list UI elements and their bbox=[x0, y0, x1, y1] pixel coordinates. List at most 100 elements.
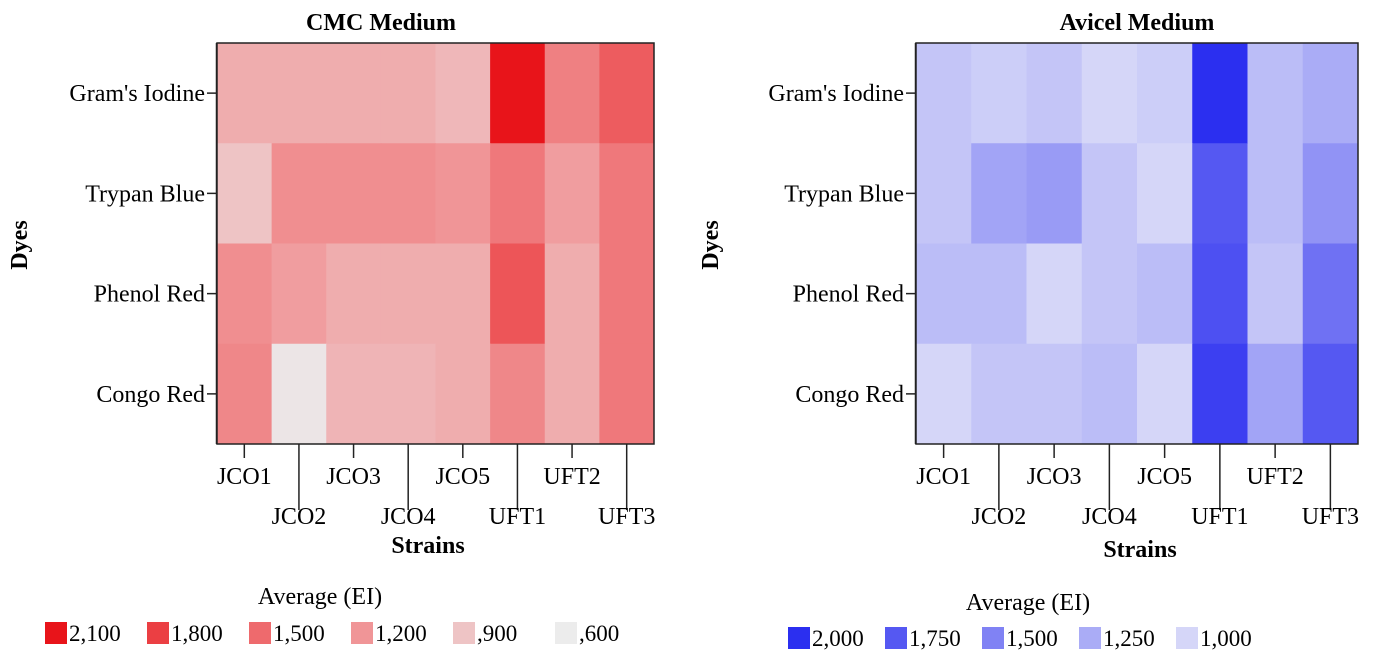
x-tick-label: JCO4 bbox=[1082, 504, 1137, 530]
heatmap-cell bbox=[1247, 343, 1304, 445]
legend-swatch bbox=[453, 622, 475, 644]
legend-swatch bbox=[351, 622, 373, 644]
y-tick-label: Gram's Iodine bbox=[69, 81, 205, 107]
heatmap-cell bbox=[971, 343, 1027, 445]
heatmap-cell bbox=[380, 43, 436, 144]
heatmap-cell bbox=[916, 243, 972, 345]
heatmap-cell bbox=[217, 343, 273, 445]
heatmap-cell bbox=[1247, 43, 1304, 144]
heatmap-cell bbox=[916, 43, 972, 144]
legend-label: 1,000 bbox=[1200, 626, 1252, 651]
legend: 2,100 1,800 1,500 1,200 ,900 ,600 bbox=[45, 621, 619, 646]
x-tick-label: JCO3 bbox=[1027, 464, 1082, 490]
x-tick-label: UFT3 bbox=[598, 504, 655, 530]
y-tick-label: Congo Red bbox=[795, 382, 904, 408]
heatmap-cell bbox=[1137, 143, 1193, 244]
heatmap-cell bbox=[490, 143, 546, 244]
legend-label: 2,100 bbox=[69, 621, 121, 646]
heatmap-cell bbox=[380, 243, 436, 345]
heatmap-cell bbox=[916, 143, 972, 244]
heatmap-cell bbox=[435, 343, 491, 445]
heatmap-cells bbox=[217, 43, 655, 445]
legend-swatch bbox=[1079, 627, 1101, 649]
heatmap-cell bbox=[435, 243, 491, 345]
legend-swatch bbox=[555, 622, 577, 644]
cmc-heatmap-chart: CMC Medium Gram's Iodine Trypan Blue Pheno… bbox=[7, 10, 655, 646]
heatmap-cell bbox=[217, 43, 273, 144]
heatmap-cells bbox=[916, 43, 1359, 445]
heatmap-cell bbox=[326, 43, 382, 144]
legend-swatch bbox=[885, 627, 907, 649]
chart-title: Avicel Medium bbox=[1060, 10, 1215, 36]
heatmap-cell bbox=[1026, 343, 1083, 445]
heatmap-cell bbox=[271, 143, 327, 244]
heatmap-cell bbox=[217, 143, 273, 244]
heatmap-cell bbox=[1302, 343, 1359, 445]
heatmap-cell bbox=[1081, 243, 1138, 345]
heatmap-cell bbox=[271, 343, 327, 445]
legend-swatch bbox=[249, 622, 271, 644]
legend-label: 1,750 bbox=[909, 626, 961, 651]
heatmap-cell bbox=[1302, 243, 1359, 345]
x-tick-label: UFT2 bbox=[1246, 464, 1303, 490]
avicel-heatmap-panel: Avicel Medium Gram's Iodine Trypan Blue Ph… bbox=[690, 0, 1385, 655]
heatmap-cell bbox=[544, 43, 600, 144]
x-axis-label: Strains bbox=[391, 533, 464, 559]
y-tick-label: Trypan Blue bbox=[784, 181, 904, 207]
heatmap-cell bbox=[544, 343, 600, 445]
heatmap-cell bbox=[271, 43, 327, 144]
legend-swatch bbox=[982, 627, 1004, 649]
heatmap-cell bbox=[490, 343, 546, 445]
avicel-heatmap-chart: Avicel Medium Gram's Iodine Trypan Blue Ph… bbox=[698, 10, 1359, 651]
legend-swatch bbox=[1176, 627, 1198, 649]
heatmap-cell bbox=[1192, 243, 1248, 345]
y-tick-label: Congo Red bbox=[96, 382, 205, 408]
heatmap-cell bbox=[1137, 43, 1193, 144]
legend-label: 1,200 bbox=[375, 621, 427, 646]
heatmap-cell bbox=[544, 143, 600, 244]
heatmap-cell bbox=[1026, 243, 1083, 345]
heatmap-cell bbox=[599, 343, 655, 445]
legend-label: 1,800 bbox=[171, 621, 223, 646]
heatmap-cell bbox=[1247, 243, 1304, 345]
heatmap-cell bbox=[326, 343, 382, 445]
heatmap-cell bbox=[490, 243, 546, 345]
x-tick-label: UFT2 bbox=[543, 464, 600, 490]
y-tick-label: Gram's Iodine bbox=[768, 81, 904, 107]
y-tick-label: Trypan Blue bbox=[85, 181, 205, 207]
heatmap-cell bbox=[1026, 143, 1083, 244]
heatmap-cell bbox=[971, 43, 1027, 144]
legend-swatch bbox=[788, 627, 810, 649]
heatmap-cell bbox=[1137, 343, 1193, 445]
heatmap-cell bbox=[1302, 143, 1359, 244]
legend-label: 1,500 bbox=[1006, 626, 1058, 651]
heatmap-cell bbox=[271, 243, 327, 345]
x-axis-label: Strains bbox=[1103, 537, 1176, 563]
legend-title: Average (EI) bbox=[966, 590, 1090, 616]
heatmap-cell bbox=[1192, 143, 1248, 244]
legend-label: ,600 bbox=[579, 621, 619, 646]
x-tick-label: JCO4 bbox=[381, 504, 436, 530]
heatmap-cell bbox=[544, 243, 600, 345]
legend-label: ,900 bbox=[477, 621, 517, 646]
heatmap-cell bbox=[1302, 43, 1359, 144]
x-tick-label: JCO2 bbox=[972, 504, 1027, 530]
heatmap-cell bbox=[599, 43, 655, 144]
heatmap-cell bbox=[599, 143, 655, 244]
x-tick-label: UFT1 bbox=[489, 504, 546, 530]
y-tick-label: Phenol Red bbox=[793, 282, 904, 308]
x-tick-label: JCO3 bbox=[326, 464, 381, 490]
heatmap-cell bbox=[435, 143, 491, 244]
legend: 2,000 1,750 1,500 1,250 1,000 bbox=[788, 626, 1252, 651]
x-tick-label: JCO5 bbox=[1137, 464, 1192, 490]
heatmap-cell bbox=[1081, 343, 1138, 445]
y-tick-label: Phenol Red bbox=[94, 282, 205, 308]
x-tick-label: JCO5 bbox=[435, 464, 490, 490]
y-axis-label: Dyes bbox=[7, 220, 33, 269]
x-tick-label: UFT3 bbox=[1302, 504, 1359, 530]
x-tick-label: JCO1 bbox=[916, 464, 971, 490]
heatmap-cell bbox=[435, 43, 491, 144]
heatmap-cell bbox=[217, 243, 273, 345]
